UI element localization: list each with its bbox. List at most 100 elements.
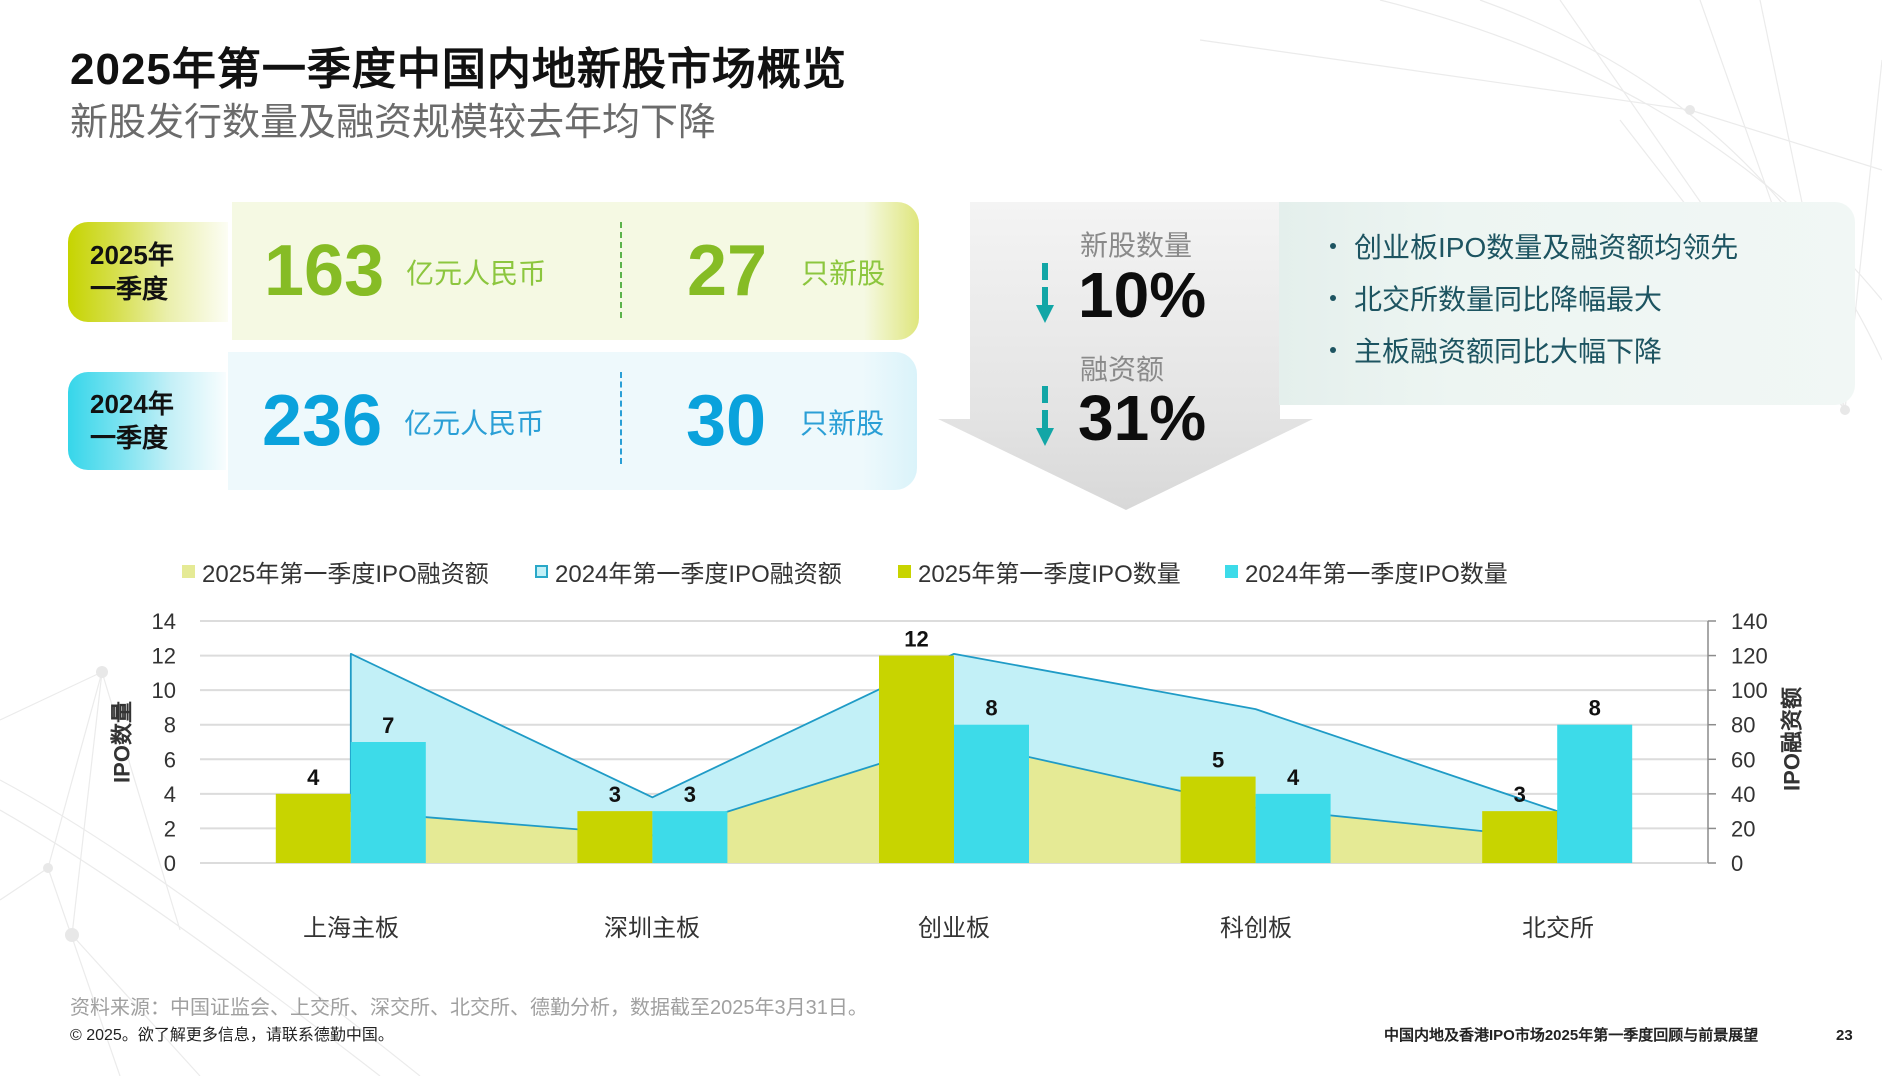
change-label-count: 新股数量 — [1080, 230, 1193, 261]
y2-axis-title: IPO融资额 — [1780, 687, 1805, 791]
y-axis-tick-label: 0 — [164, 851, 176, 876]
bar — [1180, 776, 1256, 863]
y2-axis-tick-label: 80 — [1731, 713, 1755, 738]
y-axis-tick-label: 8 — [164, 713, 176, 738]
bar — [954, 724, 1029, 863]
page-number: 23 — [1836, 1027, 1853, 1044]
bar-data-label: 12 — [904, 627, 928, 652]
bar — [350, 742, 426, 863]
category-label: 上海主板 — [303, 915, 399, 942]
period-label-2025: 2025年 一季度 — [68, 222, 228, 322]
dashed-divider — [620, 222, 622, 318]
y2-axis-tick-label: 60 — [1731, 747, 1755, 772]
bar-data-label: 8 — [985, 696, 997, 721]
y-axis-tick-label: 12 — [152, 644, 176, 669]
period-year: 2025年 — [90, 240, 174, 270]
highlights-list: 创业板IPO数量及融资额均领先 北交所数量同比降幅最大 主板融资额同比大幅下降 — [1330, 220, 1738, 376]
amount-unit: 亿元人民币 — [404, 408, 545, 439]
amount-metric: 236 亿元人民币 — [262, 352, 544, 490]
bar — [275, 793, 351, 863]
legend-swatch — [182, 564, 195, 578]
legend-item-2024-amount: 2024年第一季度IPO融资额 — [535, 556, 842, 588]
arrow-down-icon — [1036, 386, 1054, 446]
legend-item-2025-amount: 2025年第一季度IPO融资额 — [182, 556, 489, 588]
bullet-icon — [1330, 295, 1336, 301]
bar — [1557, 724, 1633, 863]
category-label: 创业板 — [918, 915, 990, 942]
amount-value: 236 — [262, 381, 383, 461]
highlight-item: 北交所数量同比降幅最大 — [1330, 272, 1738, 324]
bar-data-label: 8 — [1589, 696, 1601, 721]
y2-axis-tick-label: 100 — [1731, 678, 1768, 703]
change-value-count: 10% — [1078, 259, 1207, 331]
ipo-combo-chart: 0246810121443125373848020406080100120140… — [110, 609, 1805, 876]
big-down-arrow-shape — [938, 202, 1313, 510]
count-unit: 只新股 — [801, 258, 886, 289]
legend-item-2024-count: 2024年第一季度IPO数量 — [1225, 556, 1508, 588]
legend-label: 2025年第一季度IPO融资额 — [202, 560, 489, 588]
y2-axis-tick-label: 140 — [1731, 609, 1768, 634]
legend-label: 2024年第一季度IPO数量 — [1245, 560, 1508, 588]
highlight-item: 主板融资额同比大幅下降 — [1330, 324, 1738, 376]
amount-unit: 亿元人民币 — [406, 258, 547, 289]
bullet-icon — [1330, 347, 1336, 353]
highlight-text: 创业板IPO数量及融资额均领先 — [1354, 232, 1739, 263]
y-axis-tick-label: 10 — [152, 678, 176, 703]
copyright-note: © 2025。欲了解更多信息，请联系德勤中国。 — [70, 1027, 394, 1044]
data-source-note: 资料来源：中国证监会、上交所、深交所、北交所、德勤分析，数据截至2025年3月3… — [70, 997, 868, 1019]
bar — [577, 811, 653, 863]
category-label: 深圳主板 — [604, 915, 700, 942]
bar-data-label: 3 — [684, 782, 696, 807]
document-title: 中国内地及香港IPO市场2025年第一季度回顾与前景展望 — [1384, 1027, 1759, 1044]
legend-label: 2024年第一季度IPO融资额 — [555, 560, 842, 588]
bar-data-label: 5 — [1212, 748, 1224, 773]
count-metric: 30 只新股 — [686, 352, 884, 490]
count-unit: 只新股 — [800, 408, 885, 439]
bar — [1482, 811, 1558, 863]
highlight-text: 主板融资额同比大幅下降 — [1354, 336, 1663, 367]
period-year: 2024年 — [90, 389, 174, 419]
bullet-icon — [1330, 243, 1336, 249]
y-axis-tick-label: 4 — [164, 782, 176, 807]
y2-axis-tick-label: 20 — [1731, 816, 1755, 841]
arrow-down-icon — [1036, 263, 1054, 323]
category-label: 科创板 — [1220, 915, 1292, 942]
amount-value: 163 — [264, 231, 385, 311]
legend-swatch — [1225, 564, 1238, 578]
summary-card-2024: 236 亿元人民币 30 只新股 — [228, 352, 917, 490]
bar-data-label: 3 — [1514, 782, 1526, 807]
legend-swatch — [898, 564, 911, 578]
y-axis-tick-label: 14 — [152, 609, 176, 634]
category-label: 北交所 — [1522, 915, 1594, 942]
bar — [1255, 793, 1331, 863]
y2-axis-tick-label: 120 — [1731, 644, 1768, 669]
bar — [879, 655, 954, 863]
change-label-amount: 融资额 — [1080, 354, 1165, 385]
y2-axis-tick-label: 0 — [1731, 851, 1743, 876]
bar-data-label: 4 — [307, 765, 320, 790]
legend-label: 2025年第一季度IPO数量 — [918, 560, 1181, 588]
bar — [652, 811, 728, 863]
y-axis-tick-label: 6 — [164, 747, 176, 772]
highlight-item: 创业板IPO数量及融资额均领先 — [1330, 220, 1738, 272]
highlight-text: 北交所数量同比降幅最大 — [1354, 284, 1663, 315]
period-label-2024: 2024年 一季度 — [68, 372, 226, 470]
period-quarter: 一季度 — [90, 274, 169, 304]
count-value: 30 — [686, 381, 767, 461]
dashed-divider — [620, 372, 622, 464]
change-value-amount: 31% — [1078, 382, 1207, 454]
y2-axis-tick-label: 40 — [1731, 782, 1755, 807]
period-quarter: 一季度 — [90, 423, 169, 453]
summary-card-2025: 163 亿元人民币 27 只新股 — [232, 202, 919, 340]
legend-swatch — [535, 564, 548, 578]
count-value: 27 — [687, 231, 768, 311]
bar-data-label: 4 — [1287, 765, 1300, 790]
highlights-panel: 创业板IPO数量及融资额均领先 北交所数量同比降幅最大 主板融资额同比大幅下降 — [1279, 202, 1855, 405]
y-axis-tick-label: 2 — [164, 816, 176, 841]
bar-data-label: 3 — [609, 782, 621, 807]
amount-metric: 163 亿元人民币 — [264, 202, 546, 340]
y-axis-title: IPO数量 — [110, 701, 135, 783]
count-metric: 27 只新股 — [687, 202, 885, 340]
legend-item-2025-count: 2025年第一季度IPO数量 — [898, 556, 1181, 588]
